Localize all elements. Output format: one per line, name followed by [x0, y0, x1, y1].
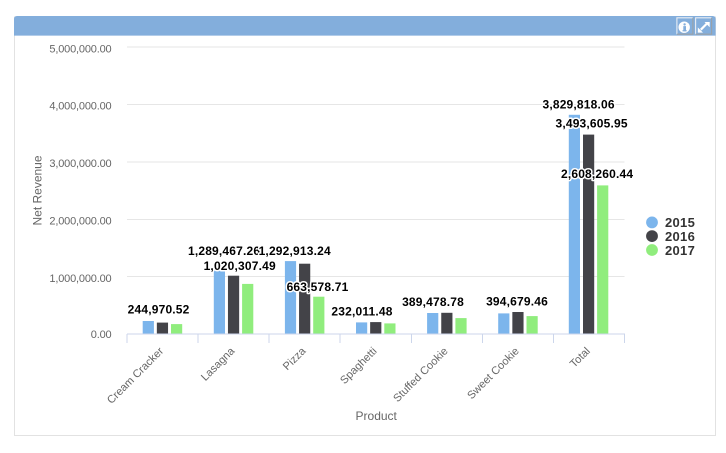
svg-text:3,493,605.95: 3,493,605.95 [555, 117, 627, 131]
svg-text:394,679.46: 394,679.46 [486, 294, 548, 308]
svg-text:1,289,467.26: 1,289,467.26 [188, 244, 260, 258]
svg-text:2017: 2017 [665, 243, 695, 258]
svg-text:3,000,000.00: 3,000,000.00 [49, 158, 111, 170]
svg-text:1,020,307.49: 1,020,307.49 [204, 259, 276, 273]
svg-text:4,000,000.00: 4,000,000.00 [49, 101, 111, 113]
svg-text:2015: 2015 [665, 215, 695, 230]
svg-text:0.00: 0.00 [91, 329, 112, 341]
svg-text:1,000,000.00: 1,000,000.00 [49, 273, 111, 285]
svg-text:2016: 2016 [665, 229, 695, 244]
svg-text:232,011.48: 232,011.48 [331, 305, 392, 319]
svg-text:2,608,260.44: 2,608,260.44 [561, 167, 633, 181]
svg-text:3,829,818.06: 3,829,818.06 [542, 98, 614, 112]
svg-text:Net Revenue: Net Revenue [31, 155, 45, 225]
svg-text:389,478.78: 389,478.78 [402, 295, 464, 309]
svg-text:1,292,913.24: 1,292,913.24 [259, 244, 331, 258]
svg-text:663,578.71: 663,578.71 [287, 280, 349, 294]
svg-text:244,970.52: 244,970.52 [128, 302, 190, 316]
svg-text:2,000,000.00: 2,000,000.00 [49, 216, 111, 228]
svg-text:Product: Product [356, 409, 398, 423]
svg-text:5,000,000.00: 5,000,000.00 [49, 43, 111, 55]
